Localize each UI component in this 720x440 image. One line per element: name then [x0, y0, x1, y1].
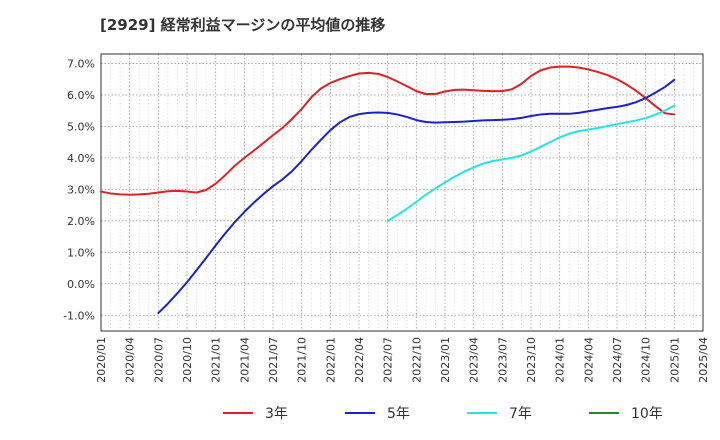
legend-label: 3年 — [265, 406, 288, 422]
chart-title: [2929] 経常利益マージンの平均値の推移 — [100, 16, 386, 34]
y-tick-label: 3.0% — [67, 183, 95, 196]
x-tick-label: 2021/01 — [210, 337, 223, 383]
series-line-2 — [386, 104, 676, 223]
y-tick-label: 5.0% — [67, 120, 95, 133]
x-tick-label: 2021/07 — [267, 337, 280, 383]
x-tick-label: 2025/04 — [697, 337, 710, 383]
y-tick-label: 6.0% — [67, 89, 95, 102]
x-tick-label: 2023/04 — [468, 337, 481, 383]
x-tick-label: 2021/10 — [296, 337, 309, 383]
legend-label: 5年 — [387, 406, 410, 422]
y-tick-label: -1.0% — [63, 309, 95, 322]
x-tick-label: 2023/01 — [439, 337, 452, 383]
series-layer — [100, 65, 676, 315]
x-tick-label: 2020/04 — [124, 337, 137, 383]
x-tick-label: 2024/01 — [554, 337, 567, 383]
x-tick-label: 2022/07 — [382, 337, 395, 383]
y-tick-label: 4.0% — [67, 152, 95, 165]
x-tick-label: 2020/10 — [181, 337, 194, 383]
x-tick-label: 2023/10 — [525, 337, 538, 383]
y-tick-label: 2.0% — [67, 215, 95, 228]
y-axis: 7.0% 6.0% 5.0% 4.0% 3.0% 2.0% 1.0% 0.0% -1.0% — [63, 57, 95, 322]
x-tick-label: 2020/07 — [152, 337, 165, 383]
y-tick-label: 7.0% — [67, 57, 95, 70]
plot-area — [101, 54, 703, 331]
x-tick-label: 2021/04 — [238, 337, 251, 383]
legend: 3年 5年 7年 10年 — [223, 406, 663, 422]
series-line-0 — [100, 65, 676, 196]
x-tick-label: 2024/10 — [640, 337, 653, 383]
y-tick-label: 1.0% — [67, 246, 95, 259]
grid-layer — [100, 54, 704, 331]
legend-label: 7年 — [509, 406, 532, 422]
x-tick-label: 2023/07 — [496, 337, 509, 383]
series-line-1 — [157, 78, 676, 315]
x-tick-label: 2024/04 — [582, 337, 595, 383]
x-tick-label: 2022/04 — [353, 337, 366, 383]
x-tick-label: 2024/07 — [611, 337, 624, 383]
y-tick-label: 0.0% — [67, 278, 95, 291]
x-axis: 2020/01 2020/04 2020/07 2020/10 2021/01 2021/… — [95, 337, 710, 383]
x-tick-label: 2025/01 — [668, 337, 681, 383]
legend-label: 10年 — [631, 406, 663, 422]
x-tick-label: 2020/01 — [95, 337, 108, 383]
x-tick-label: 2022/01 — [324, 337, 337, 383]
x-tick-label: 2022/10 — [410, 337, 423, 383]
